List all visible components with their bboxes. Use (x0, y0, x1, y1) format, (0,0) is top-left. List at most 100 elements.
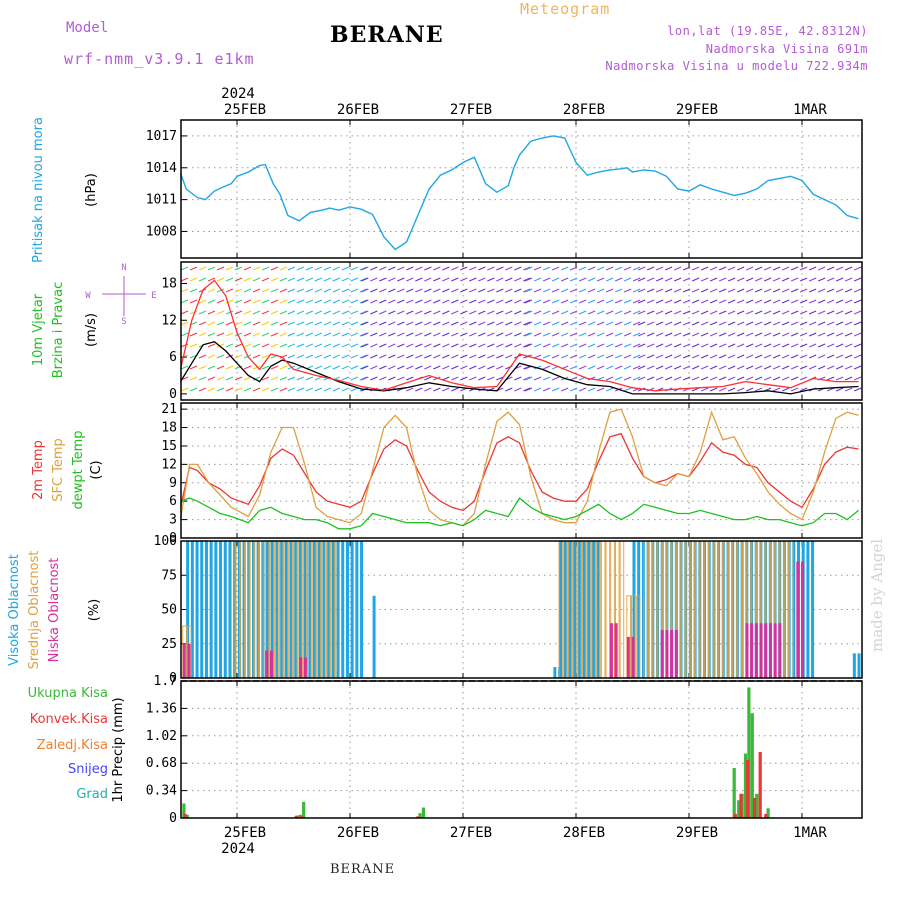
wind-arrow (361, 277, 369, 282)
wind-arrow (709, 365, 718, 370)
wind-arrow (406, 332, 414, 337)
wind-arrow (691, 266, 700, 271)
wind-arrow (287, 288, 296, 293)
wind-arrow (623, 354, 632, 359)
wind-arrow (361, 299, 369, 304)
wind-arrow (361, 266, 369, 271)
wind-arrow (799, 277, 808, 282)
wind-arrow (709, 266, 718, 271)
wind-arrow (397, 277, 405, 282)
wind-arrow (524, 277, 533, 282)
wind-arrow (296, 343, 305, 348)
wind-arrow (808, 288, 817, 293)
wind-arrow (314, 277, 323, 282)
wind-arrow (736, 321, 745, 326)
wind-arrow (469, 310, 477, 315)
wind-arrow (198, 365, 207, 370)
wind-arrow (332, 266, 341, 271)
wind-arrow (296, 387, 305, 392)
cloud-bar (582, 541, 586, 678)
wind-arrow (523, 277, 531, 282)
wind-arrow (700, 288, 709, 293)
wind-arrow (646, 288, 655, 293)
wind-arrow (781, 321, 790, 326)
wind-arrow (587, 277, 596, 282)
wind-arrow (305, 376, 314, 381)
wind-arrow (709, 387, 718, 392)
wind-arrow (207, 354, 216, 359)
wind-arrow (853, 376, 862, 381)
wind-arrow (560, 266, 569, 271)
wind-arrow (587, 387, 596, 392)
wind-arrow (700, 266, 709, 271)
wind-arrow (305, 332, 314, 337)
wind-arrow (772, 387, 781, 392)
wind-arrow (655, 354, 664, 359)
wind-arrow (270, 277, 279, 282)
wind-arrow (587, 354, 596, 359)
wind-arrow (853, 365, 862, 370)
wind-arrow (225, 343, 234, 348)
wind-arrow (424, 354, 432, 359)
wind-arrow (323, 277, 332, 282)
wind-arrow (754, 343, 763, 348)
wind-arrow (853, 321, 862, 326)
wind-arrow (451, 299, 459, 304)
wind-arrow (736, 299, 745, 304)
wind-arrow (844, 299, 853, 304)
wind-arrow (718, 387, 727, 392)
cloud-bar (313, 541, 317, 678)
wind-arrow (781, 387, 790, 392)
wind-arrow (442, 299, 450, 304)
wind-arrow (314, 266, 323, 271)
wind-arrow (632, 354, 641, 359)
wind-arrow (496, 277, 504, 282)
wind-arrow (332, 277, 341, 282)
wind-arrow (332, 310, 341, 315)
wind-arrow (551, 310, 560, 315)
wind-arrow (287, 376, 296, 381)
wind-arrow (189, 343, 198, 348)
wind-arrow (341, 365, 350, 370)
wind-arrow (252, 299, 261, 304)
cloud-bar (331, 541, 335, 678)
wind-arrow (790, 376, 799, 381)
wind-arrow (397, 299, 405, 304)
wind-arrow (718, 288, 727, 293)
wind-arrow (542, 288, 551, 293)
wind-arrow (817, 365, 826, 370)
wind-arrow (754, 288, 763, 293)
cloud-bar (852, 653, 856, 678)
wind-arrow (296, 376, 305, 381)
wind-arrow (314, 365, 323, 370)
wind-arrow (569, 299, 578, 304)
wind-arrow (478, 288, 486, 293)
wind-arrow (207, 299, 216, 304)
wind-arrow (460, 332, 468, 337)
wind-arrow (700, 299, 709, 304)
wind-arrow (569, 343, 578, 348)
wind-arrow (460, 266, 468, 271)
compass-s: S (121, 317, 126, 327)
wind-arrow (243, 387, 252, 392)
wind-arrow (460, 354, 468, 359)
wind-arrow (718, 266, 727, 271)
wind-arrow (496, 299, 504, 304)
wind-arrow (637, 332, 646, 337)
wind-arrow (587, 266, 596, 271)
wind-arrow (605, 277, 614, 282)
wind-arrow (361, 310, 369, 315)
wind-arrow (646, 376, 655, 381)
wind-arrow (542, 266, 551, 271)
wind-arrow (252, 387, 261, 392)
wind-arrow (790, 365, 799, 370)
wind-arrow (234, 376, 243, 381)
temperature-ytick-label: 6 (169, 494, 177, 509)
wind-arrow (772, 332, 781, 337)
wind-arrow (415, 299, 423, 304)
wind-arrow (533, 288, 542, 293)
wind-arrow (388, 365, 396, 370)
wind-arrow (664, 299, 673, 304)
wind-axis-title-1: 10m Vjetar (31, 293, 46, 366)
wind-arrow (270, 288, 279, 293)
